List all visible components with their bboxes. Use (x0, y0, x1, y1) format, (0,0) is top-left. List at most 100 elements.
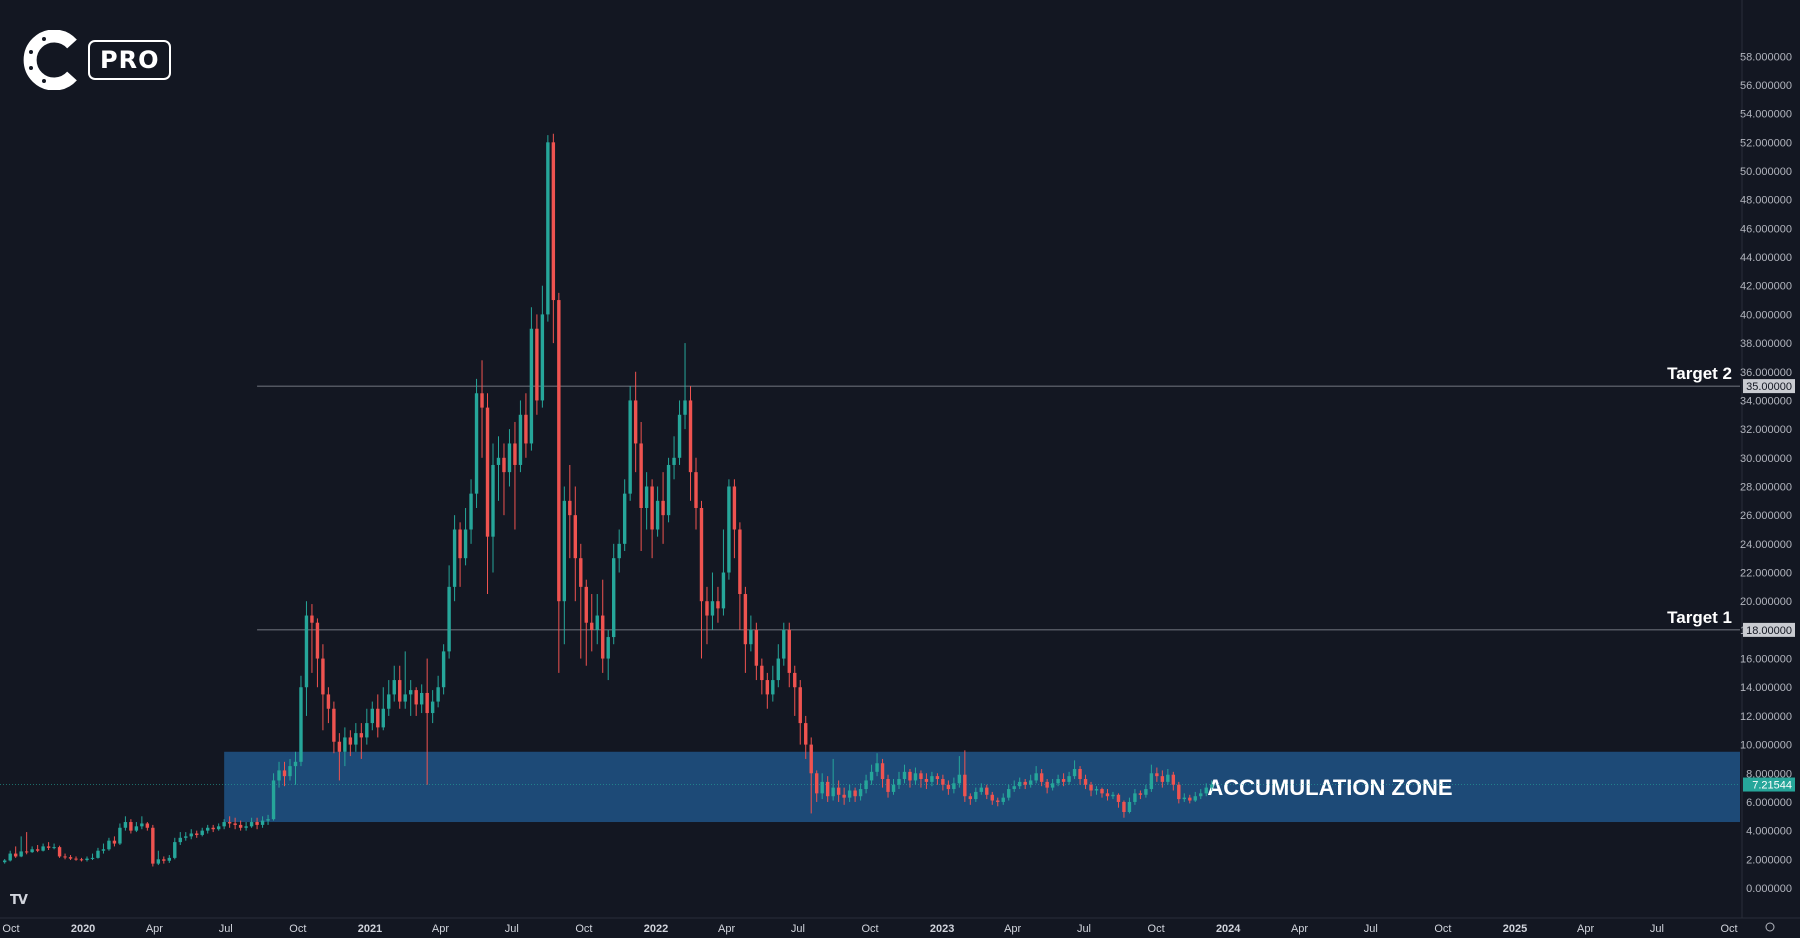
candle-body (326, 694, 331, 709)
candle-body (535, 328, 539, 401)
pro-badge: PRO (88, 40, 172, 80)
candle-body (935, 776, 940, 780)
candle-body (381, 708, 385, 728)
y-tick-label: 14.000000 (1740, 682, 1792, 694)
candle-body (557, 300, 561, 602)
candle-body (869, 771, 874, 781)
x-tick-label: Apr (718, 923, 735, 935)
accumulation-zone-label: ACCUMULATION ZONE (1207, 775, 1452, 800)
candle-body (683, 400, 687, 415)
candle-body (321, 658, 325, 695)
candle-body (1199, 793, 1203, 797)
candle-body (1149, 773, 1154, 790)
y-tick-label: 38.000000 (1740, 338, 1792, 350)
candle-body (288, 766, 292, 777)
y-tick-label: 8.000000 (1746, 768, 1792, 780)
candle-body (974, 791, 978, 800)
candle-body (24, 851, 29, 853)
candle-body (507, 443, 512, 473)
level-price-label: 18.00000 (1746, 625, 1792, 637)
candle-body (354, 733, 358, 745)
candle-body (644, 486, 649, 508)
candle-body (1166, 774, 1170, 782)
candle-body (738, 529, 742, 595)
candle-body (798, 687, 802, 724)
candle-body (710, 601, 715, 616)
candle-body (30, 849, 34, 853)
candle-body (919, 773, 923, 780)
candle-body (617, 543, 621, 559)
candle-body (1155, 773, 1159, 777)
y-tick-label: 6.000000 (1746, 797, 1792, 809)
candle-body (189, 833, 193, 837)
candle-body (749, 629, 753, 645)
candle-body (299, 687, 303, 762)
x-tick-label: Jul (219, 923, 233, 935)
candle-body (1160, 776, 1165, 782)
candle-body (1138, 793, 1143, 795)
candle-body (123, 822, 128, 828)
candle-body (156, 859, 161, 864)
candle-body (162, 859, 166, 861)
candle-body (57, 847, 62, 857)
candle-body (787, 629, 791, 673)
candle-body (743, 594, 748, 645)
y-tick-label: 32.000000 (1740, 424, 1792, 436)
candle-body (1100, 789, 1104, 794)
candle-body (1067, 776, 1071, 782)
candle-body (315, 622, 320, 659)
current-price-label: 7.21544 (1752, 780, 1792, 792)
y-tick-label: 44.000000 (1740, 252, 1792, 264)
candle-body (52, 847, 56, 849)
candle-body (754, 629, 759, 666)
candle-body (387, 694, 391, 709)
candle-body (677, 414, 682, 458)
candle-body (216, 826, 221, 830)
y-tick-label: 24.000000 (1740, 539, 1792, 551)
y-tick-label: 46.000000 (1740, 223, 1792, 235)
candle-body (480, 393, 484, 408)
candle-body (858, 789, 863, 797)
candle-body (584, 586, 588, 623)
x-tick-label: Jul (505, 923, 519, 935)
candle-body (430, 701, 435, 714)
candle-body (13, 853, 18, 857)
candle-body (1078, 768, 1082, 780)
candle-body (496, 457, 501, 465)
x-tick-label: 2021 (358, 923, 382, 935)
candle-body (529, 328, 534, 444)
candle-body (639, 443, 643, 508)
candle-body (612, 558, 616, 638)
candle-body (518, 414, 523, 465)
candle-body (359, 733, 364, 738)
candle-body (985, 787, 989, 795)
candle-body (1056, 779, 1060, 784)
candle-body (79, 859, 84, 861)
candle-body (370, 708, 374, 724)
y-tick-label: 26.000000 (1740, 510, 1792, 522)
candle-body (562, 500, 567, 602)
candle-body (398, 680, 402, 702)
candle-body (293, 761, 298, 767)
candle-body (990, 794, 994, 801)
current-price-box (1743, 777, 1795, 792)
x-tick-label: Apr (146, 923, 163, 935)
candle-body (1188, 797, 1192, 801)
candle-body (842, 794, 846, 798)
candle-body (184, 836, 188, 838)
level-price-label: 35.00000 (1746, 381, 1792, 393)
candle-body (913, 773, 918, 781)
y-tick-label: 28.000000 (1740, 481, 1792, 493)
candle-body (474, 393, 479, 494)
candle-body (979, 787, 983, 792)
candle-body (579, 558, 583, 587)
candle-body (238, 824, 243, 828)
candle-body (255, 822, 259, 825)
candle-body (271, 780, 276, 820)
candle-body (63, 856, 67, 858)
y-tick-label: 50.000000 (1740, 166, 1792, 178)
candle-body (195, 833, 199, 835)
candle-body (573, 515, 577, 559)
candle-body (930, 776, 934, 782)
candle-body (227, 822, 232, 824)
